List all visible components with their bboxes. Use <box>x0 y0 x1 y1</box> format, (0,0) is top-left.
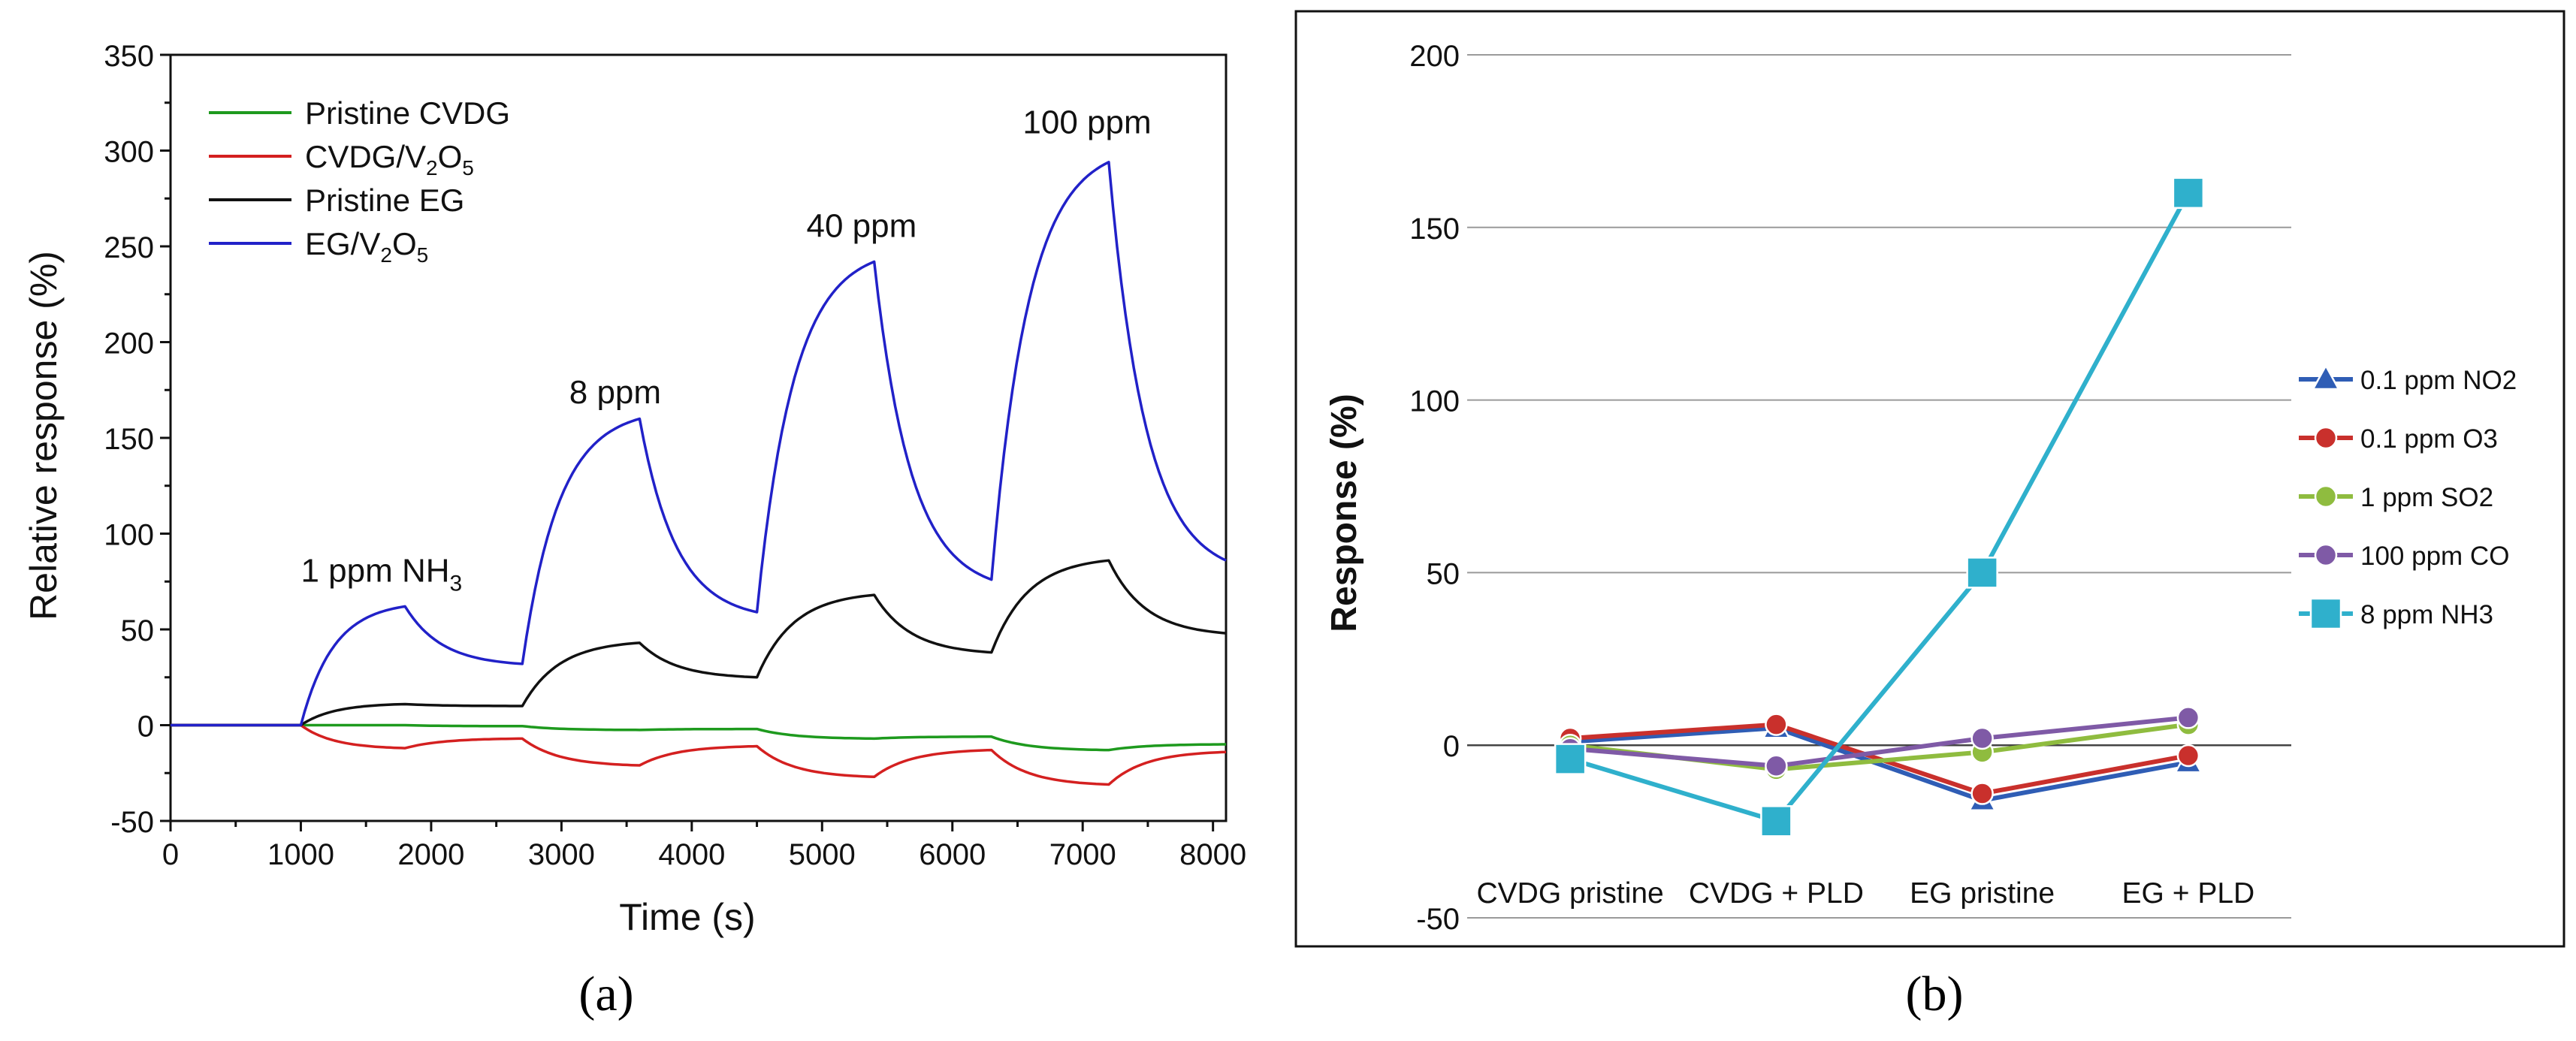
panel-b-category-axis: CVDG pristine CVDG + PLD EG pristine EG + P… <box>1477 877 2255 910</box>
a-y-tick-label: 150 <box>104 423 154 456</box>
panel-a-caption: (a) <box>578 967 633 1021</box>
a-x-tick-label: 3000 <box>528 838 595 871</box>
a-annotation-label: 1 ppm NH3 <box>300 552 462 596</box>
b-point-square <box>1966 557 1998 589</box>
a-annotation-label: 40 ppm <box>806 207 917 244</box>
a-x-tick-label: 7000 <box>1049 838 1116 871</box>
b-y-tick-label: 200 <box>1409 40 1460 73</box>
a-annotation-label: 8 ppm <box>569 374 661 411</box>
a-y-tick-label: 300 <box>104 136 154 169</box>
b-point-circle <box>2314 426 2338 450</box>
panel-a-y-axis-label: Relative response (%) <box>23 251 65 620</box>
a-x-tick-label: 1000 <box>267 838 334 871</box>
b-legend-entry: 8 ppm NH3 <box>2299 597 2493 630</box>
a-annotation-label: 100 ppm <box>1022 104 1151 141</box>
b-legend-entry: 0.1 ppm O3 <box>2299 424 2498 454</box>
b-point-triangle <box>2311 364 2341 391</box>
b-y-tick-label: 100 <box>1409 385 1460 418</box>
b-y-tick-label: -50 <box>1416 903 1460 936</box>
b-point-square <box>1760 805 1792 837</box>
b-legend-label: 8 ppm NH3 <box>2360 600 2493 629</box>
a-y-tick-label: 0 <box>137 711 154 744</box>
b-y-tick-label: 0 <box>1443 730 1460 763</box>
b-point-circle <box>1971 726 1994 750</box>
a-y-tick-label: 100 <box>104 519 154 552</box>
panel-a-x-axis-label: Time (s) <box>619 896 755 938</box>
b-legend-entry: 0.1 ppm NO2 <box>2299 364 2517 395</box>
a-x-tick-label: 2000 <box>397 838 464 871</box>
a-legend-label: EG/V2O5 <box>305 226 428 267</box>
a-series-line-1 <box>171 723 1227 786</box>
b-point-square <box>1554 743 1587 775</box>
a-y-tick-label: -50 <box>110 806 154 839</box>
panel-b-outer-frame <box>1294 10 2565 948</box>
b-series-line <box>1569 715 2189 768</box>
panel-b-y-axis: -50 0 50 100 150 200 <box>1409 40 1460 936</box>
panel-b-y-axis-label: Response (%) <box>1324 394 1364 632</box>
b-legend-label: 100 ppm CO <box>2360 542 2509 571</box>
b-legend-label: 1 ppm SO2 <box>2360 483 2493 512</box>
panel-a-y-axis: -50 0 50 100 150 200 250 300 350 <box>104 40 171 839</box>
b-category-label: CVDG pristine <box>1477 877 1664 910</box>
panel-a-x-axis: 0 1000 2000 3000 4000 5000 6000 7000 8000 <box>162 821 1246 871</box>
a-series-line-3 <box>171 161 1227 727</box>
b-legend-entry: 100 ppm CO <box>2299 542 2509 571</box>
panel-a-series-lines <box>171 161 1227 786</box>
a-y-tick-label: 350 <box>104 40 154 73</box>
b-point-circle <box>1765 713 1788 736</box>
b-legend-label: 0.1 ppm O3 <box>2360 424 2498 454</box>
b-category-label: EG pristine <box>1910 877 2055 910</box>
b-point-square <box>2309 597 2342 630</box>
a-x-tick-label: 6000 <box>919 838 986 871</box>
panel-b-legend: 0.1 ppm NO2 0.1 ppm O3 1 ppm SO2 100 ppm CO… <box>2299 364 2517 630</box>
a-legend-label: Pristine EG <box>305 183 464 218</box>
b-series-4 <box>1554 177 2205 837</box>
panel-a-annotations: 1 ppm NH3 8 ppm 40 ppm 100 ppm <box>300 104 1151 596</box>
a-legend-label: Pristine CVDG <box>305 95 510 131</box>
b-point-circle <box>2314 543 2338 567</box>
b-y-tick-label: 150 <box>1409 213 1460 246</box>
b-y-tick-label: 50 <box>1427 557 1460 590</box>
a-y-tick-label: 50 <box>121 614 155 647</box>
panel-b-series-lines <box>1554 177 2205 837</box>
a-y-tick-label: 200 <box>104 327 154 361</box>
b-point-circle <box>2314 484 2338 508</box>
b-point-circle <box>1971 782 1994 805</box>
a-y-tick-label: 250 <box>104 231 154 264</box>
b-category-label: EG + PLD <box>2122 877 2255 910</box>
b-point-circle <box>1765 754 1788 778</box>
b-legend-entry: 1 ppm SO2 <box>2299 483 2493 512</box>
b-legend-label: 0.1 ppm NO2 <box>2360 366 2517 395</box>
b-series-line <box>1569 192 2191 824</box>
b-series-line <box>1569 726 2189 803</box>
a-series-line-0 <box>171 723 1226 752</box>
a-x-tick-label: 8000 <box>1179 838 1246 871</box>
a-x-tick-label: 5000 <box>789 838 856 871</box>
b-point-circle <box>2176 706 2200 729</box>
panel-b-response-by-sample: -50 0 50 100 150 200 CVDG pristine CVDG + PLD E… <box>1294 10 2565 1021</box>
panel-b-gridlines <box>1467 54 2291 919</box>
b-point-square <box>2172 177 2205 210</box>
a-x-tick-label: 4000 <box>658 838 725 871</box>
panel-b-caption: (b) <box>1906 967 1964 1021</box>
b-category-label: CVDG + PLD <box>1689 877 1864 910</box>
b-point-circle <box>2176 744 2200 768</box>
a-legend-label: CVDG/V2O5 <box>305 139 474 180</box>
a-series-line-2 <box>171 559 1227 727</box>
a-x-tick-label: 0 <box>162 838 179 871</box>
